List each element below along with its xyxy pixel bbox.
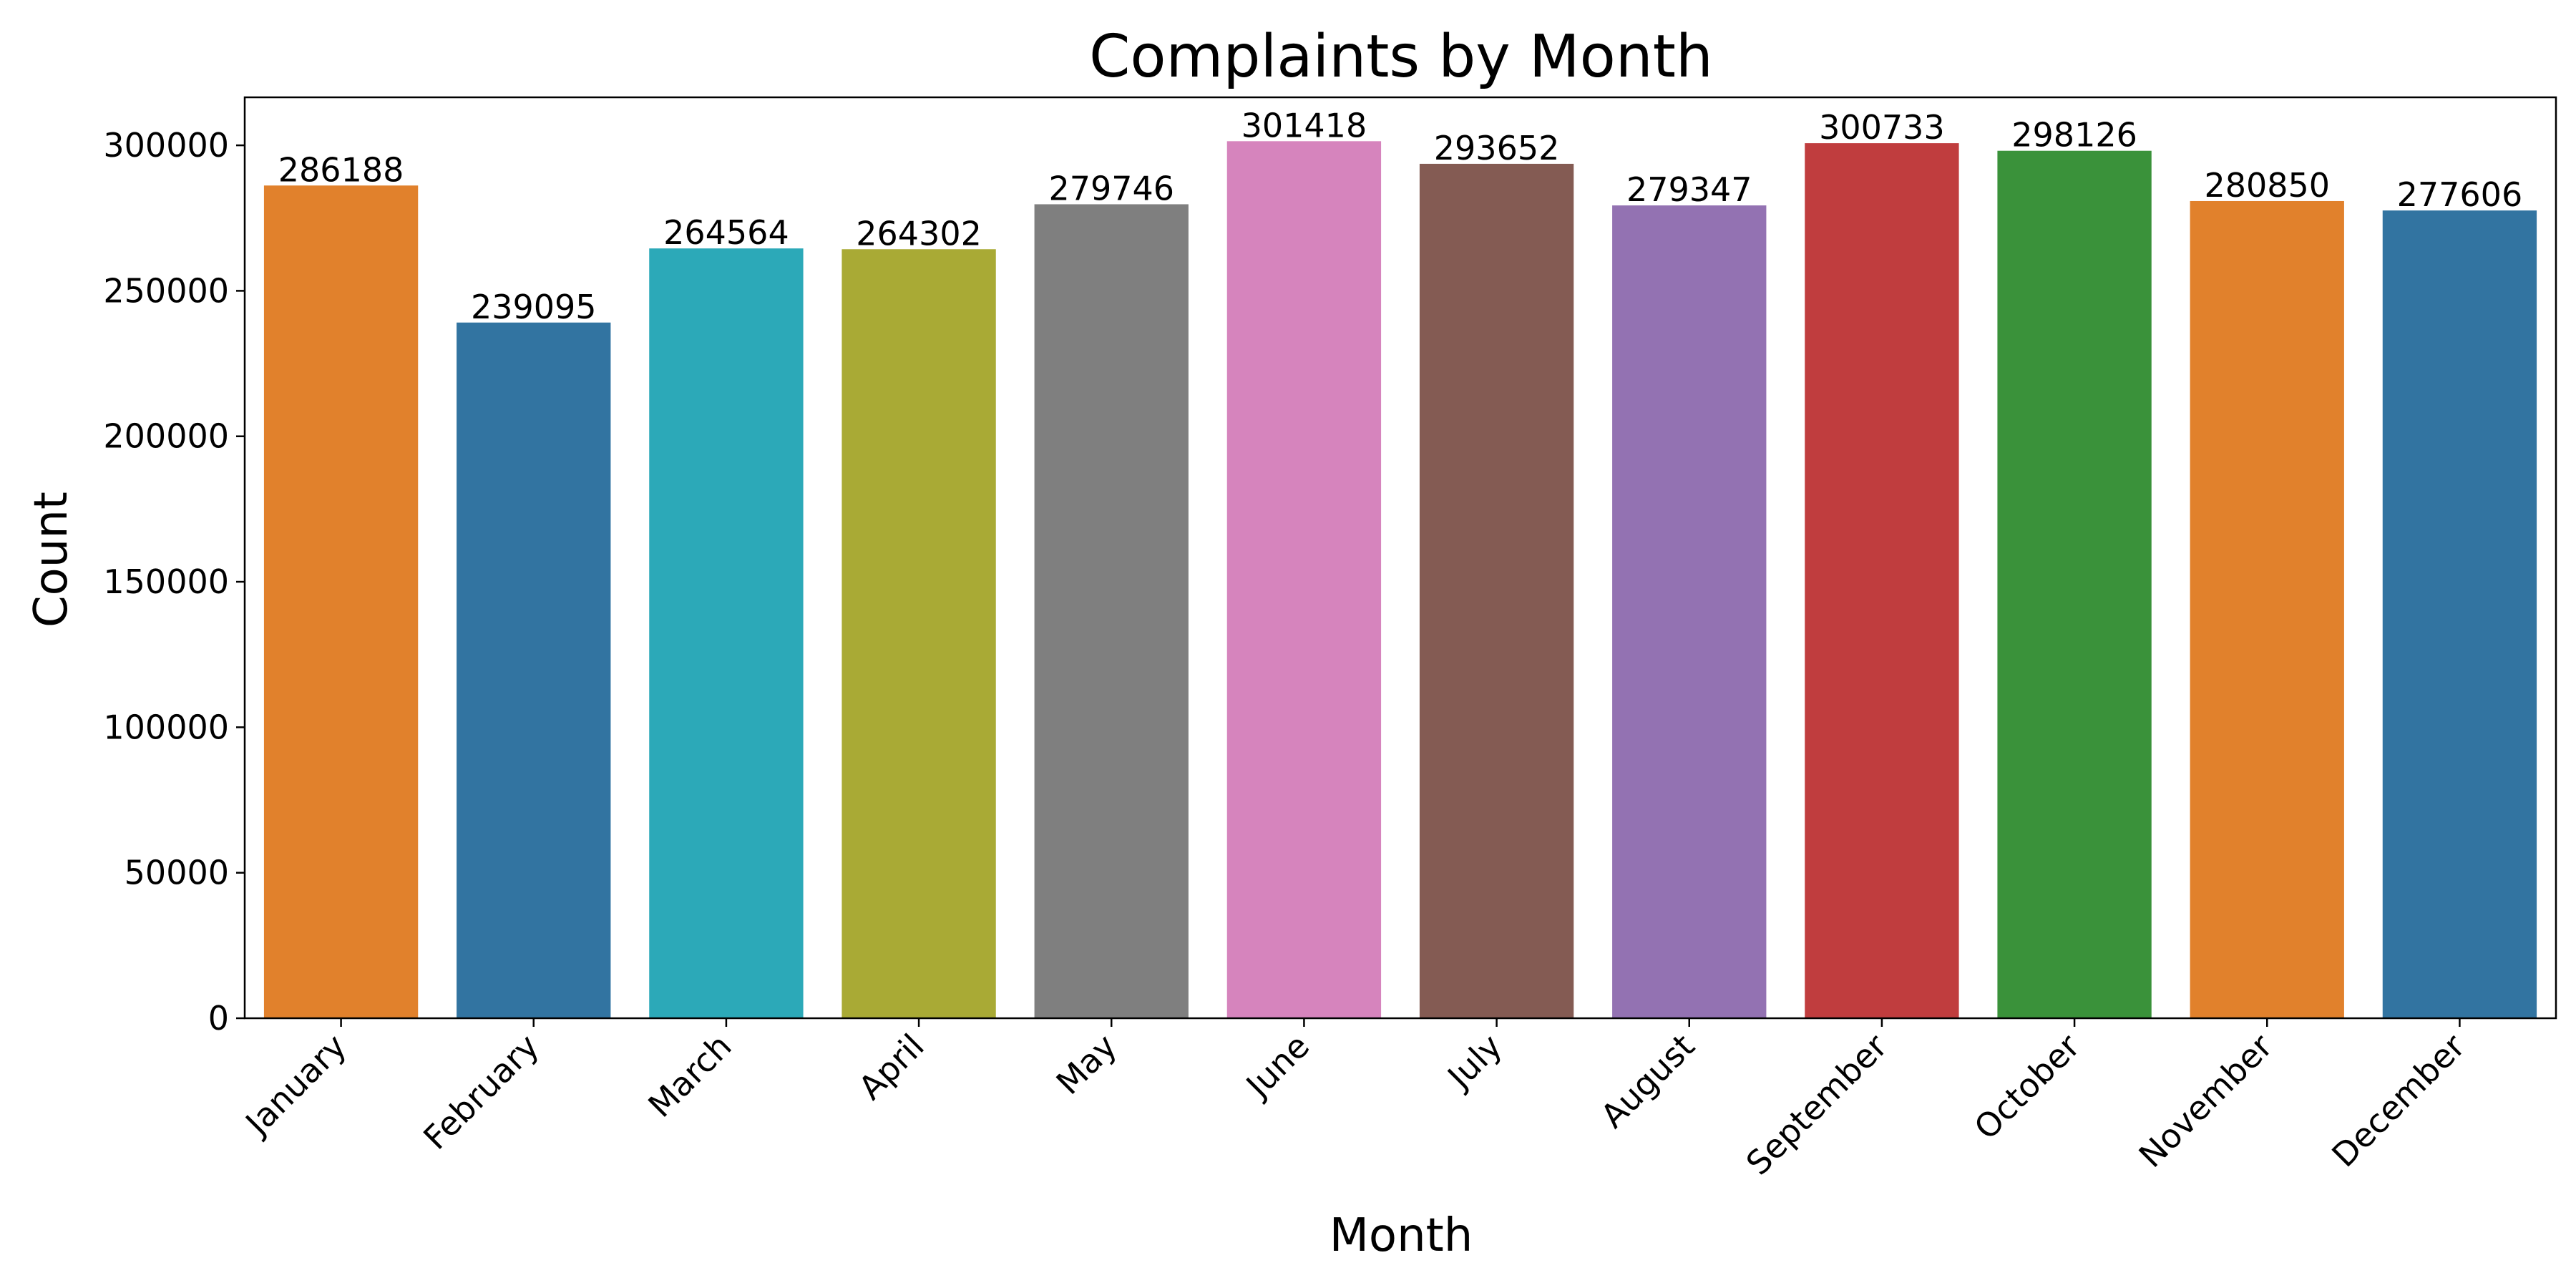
data-label-may: 279746 <box>1048 169 1174 208</box>
data-label-april: 264302 <box>856 214 982 253</box>
bar-may <box>1034 204 1189 1019</box>
y-tick-label: 150000 <box>103 562 229 601</box>
y-axis-label: Count <box>25 492 78 628</box>
y-tick-label: 100000 <box>103 708 229 746</box>
bar-september <box>1805 143 1959 1019</box>
y-axis-ticks: 0 50000 100000 150000 200000 250000 300000 <box>103 126 245 1038</box>
data-label-february: 239095 <box>471 288 597 326</box>
data-label-august: 279347 <box>1626 170 1752 209</box>
bar-january <box>263 185 419 1018</box>
data-label-march: 264564 <box>663 213 789 252</box>
data-label-january: 286188 <box>278 150 404 189</box>
data-label-july: 293652 <box>1434 129 1560 167</box>
data-label-june: 301418 <box>1241 106 1367 145</box>
data-labels-layer: 286188 239095 264564 264302 279746 301418 2936… <box>278 106 2522 326</box>
bar-august <box>1612 205 1767 1018</box>
data-label-september: 300733 <box>1819 108 1945 147</box>
bar-november <box>2190 200 2344 1019</box>
y-tick-label: 200000 <box>103 417 229 456</box>
y-tick-label: 0 <box>208 999 229 1038</box>
bar-december <box>2382 210 2537 1019</box>
plot-frame <box>243 96 2557 1020</box>
bar-march <box>649 248 804 1019</box>
y-tick-label: 250000 <box>103 271 229 310</box>
bars-layer <box>263 141 2537 1019</box>
bar-april <box>841 249 996 1018</box>
bar-february <box>457 322 611 1019</box>
y-tick-label: 50000 <box>125 854 229 892</box>
data-label-october: 298126 <box>2011 116 2137 155</box>
y-tick-label: 300000 <box>103 126 229 165</box>
bar-october <box>1997 150 2152 1019</box>
data-label-december: 277606 <box>2397 175 2523 214</box>
chart-title: Complaints by Month <box>1089 23 1713 91</box>
x-axis-label: Month <box>1330 1209 1473 1262</box>
bar-june <box>1226 141 1382 1018</box>
data-label-november: 280850 <box>2204 166 2330 205</box>
bar-july <box>1419 163 1574 1019</box>
